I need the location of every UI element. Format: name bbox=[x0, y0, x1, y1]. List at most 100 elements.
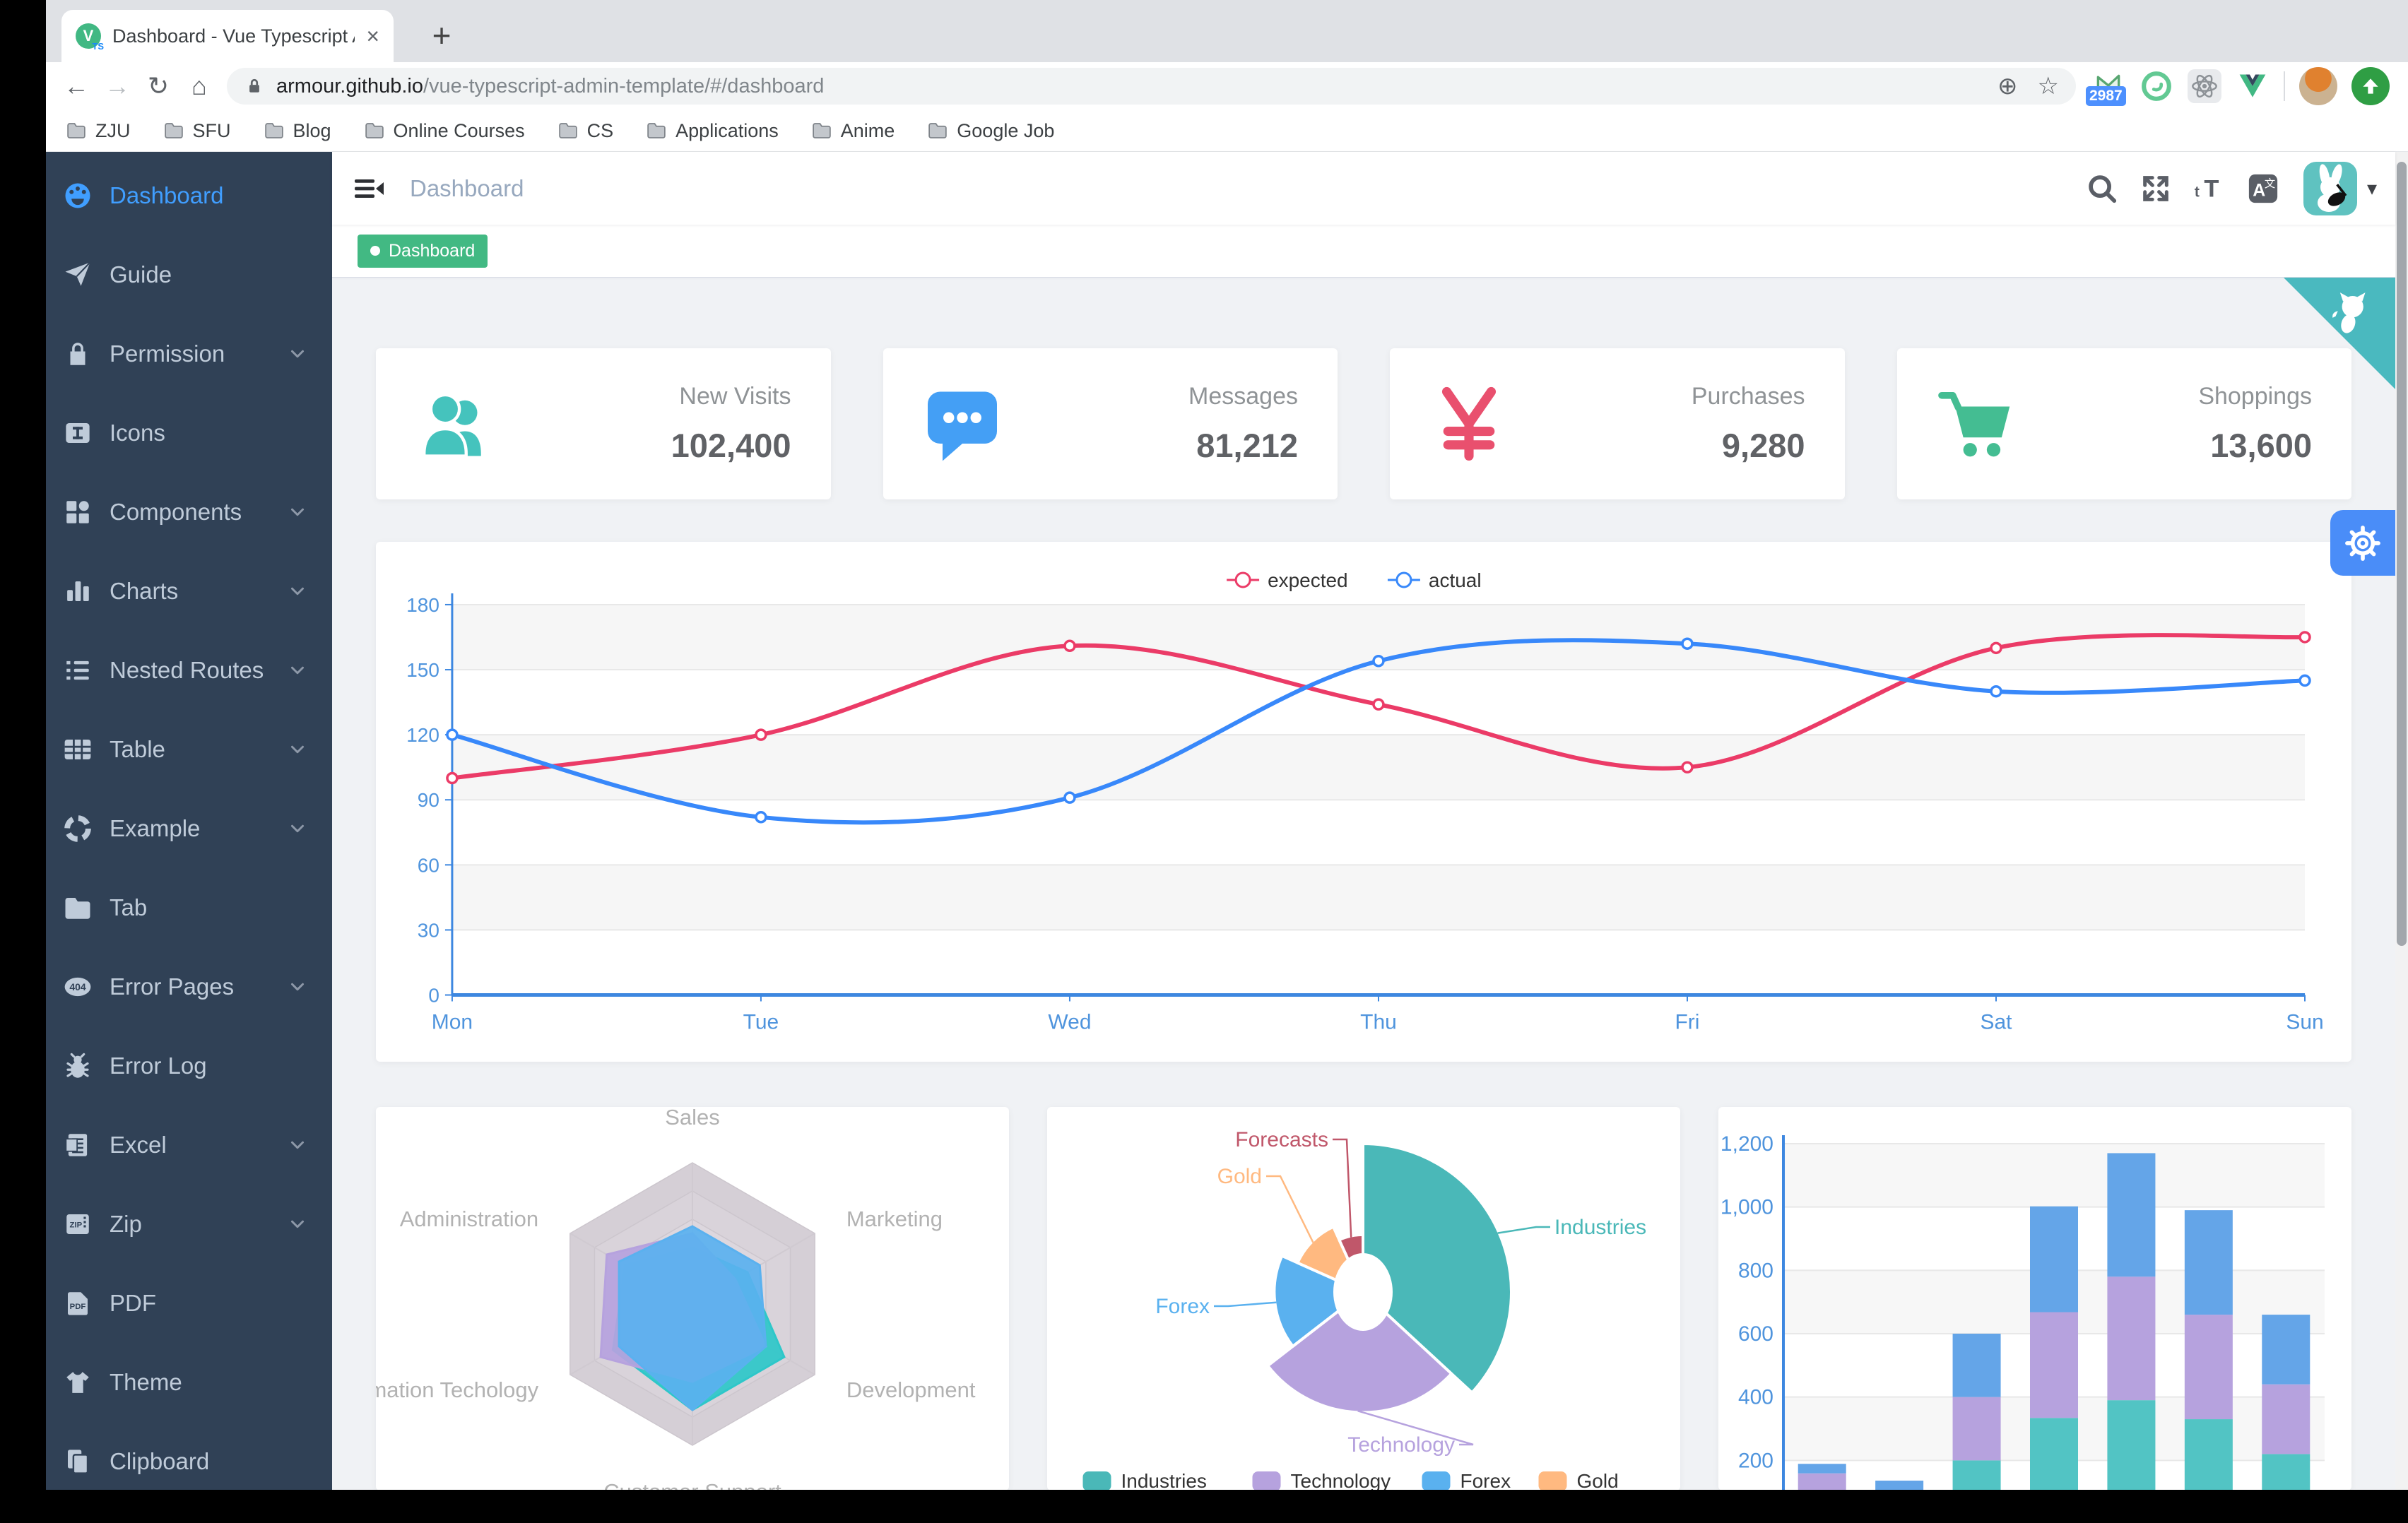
sidebar-item-components[interactable]: Components bbox=[46, 473, 332, 552]
svg-text:800: 800 bbox=[1738, 1259, 1773, 1282]
home-icon[interactable]: ⌂ bbox=[191, 71, 207, 100]
svg-text:Industries: Industries bbox=[1121, 1470, 1207, 1490]
bookmark-blog[interactable]: Blog bbox=[264, 120, 331, 142]
extension-badge: 2987 bbox=[2086, 86, 2126, 106]
bookmark-cs[interactable]: CS bbox=[557, 120, 613, 142]
settings-button[interactable] bbox=[2330, 510, 2395, 576]
guide-icon bbox=[63, 260, 93, 290]
hamburger-icon[interactable] bbox=[332, 172, 391, 206]
sidebar-item-excel[interactable]: Excel bbox=[46, 1106, 332, 1185]
bookmark-zju[interactable]: ZJU bbox=[66, 120, 131, 142]
visits-line-chart: 0 30 60 90 120 150 180 Mon Tue Wed Thu Fri Sat Sun exp… bbox=[406, 569, 2323, 1034]
extension-vue-icon[interactable] bbox=[2236, 69, 2270, 103]
sidebar-item-theme[interactable]: Theme bbox=[46, 1343, 332, 1422]
sidebar-item-permission[interactable]: Permission bbox=[46, 314, 332, 393]
bookmark-online-courses[interactable]: Online Courses bbox=[364, 120, 525, 142]
back-icon[interactable]: ← bbox=[64, 71, 89, 100]
radar-axis-label: Sales bbox=[665, 1107, 720, 1130]
bookmark-anime[interactable]: Anime bbox=[811, 120, 895, 142]
sidebar-item-pdf[interactable]: PDF bbox=[46, 1264, 332, 1343]
bar-segment bbox=[1875, 1481, 1924, 1490]
svg-text:60: 60 bbox=[418, 854, 439, 876]
font-size-icon[interactable] bbox=[2193, 172, 2226, 205]
bookmark-google-job[interactable]: Google Job bbox=[927, 120, 1054, 142]
bar-segment bbox=[2262, 1384, 2310, 1454]
sidebar-item-zip[interactable]: Zip bbox=[46, 1185, 332, 1264]
github-corner-link[interactable] bbox=[2284, 278, 2395, 389]
sidebar-item-label: Tab bbox=[110, 894, 148, 920]
legend-item-expected[interactable]: expected bbox=[1227, 569, 1348, 591]
sidebar-item-nested-routes[interactable]: Nested Routes bbox=[46, 631, 332, 710]
bookmark-label: Blog bbox=[293, 119, 331, 141]
bookmark-applications[interactable]: Applications bbox=[646, 120, 779, 142]
extension-react-icon[interactable] bbox=[2188, 69, 2221, 103]
svg-text:Wed: Wed bbox=[1048, 1011, 1091, 1034]
pie-chart-card: Industries Technology Forex Gold Forecasts In… bbox=[1047, 1107, 1680, 1490]
sidebar-item-label: Theme bbox=[110, 1369, 182, 1395]
svg-text:1,000: 1,000 bbox=[1721, 1196, 1773, 1219]
svg-text:expected: expected bbox=[1268, 569, 1348, 591]
dashboard-icon bbox=[63, 181, 93, 211]
stat-label: Purchases bbox=[1691, 383, 1805, 410]
legend-item-actual[interactable]: actual bbox=[1387, 569, 1482, 591]
chrome-profile-avatar[interactable] bbox=[2299, 67, 2337, 105]
svg-text:400: 400 bbox=[1738, 1386, 1773, 1409]
url-bar: ← → ↻ ⌂ armour.github.io/vue-typescript-… bbox=[46, 62, 2408, 110]
chevron-down-icon[interactable]: ▾ bbox=[2366, 177, 2377, 199]
zip-icon bbox=[63, 1209, 93, 1239]
svg-text:Mon: Mon bbox=[432, 1011, 473, 1034]
sidebar: Dashboard Guide Permission Icons Components C… bbox=[46, 152, 332, 1490]
search-icon[interactable] bbox=[2086, 172, 2118, 205]
chevron-down-icon bbox=[287, 343, 308, 365]
sidebar-item-tab[interactable]: Tab bbox=[46, 868, 332, 947]
address-input[interactable]: armour.github.io/vue-typescript-admin-te… bbox=[227, 68, 2076, 105]
bookmark-sfu[interactable]: SFU bbox=[163, 120, 231, 142]
sidebar-item-dashboard[interactable]: Dashboard bbox=[46, 156, 332, 235]
pie-legend-gold[interactable]: Gold bbox=[1538, 1470, 1619, 1490]
sidebar-item-clipboard[interactable]: Clipboard bbox=[46, 1422, 332, 1490]
sidebar-item-charts[interactable]: Charts bbox=[46, 552, 332, 631]
tag-dashboard[interactable]: Dashboard bbox=[358, 234, 488, 268]
circle-plus-icon[interactable]: ⊕ bbox=[1997, 73, 2018, 100]
bar-segment bbox=[1798, 1464, 1846, 1474]
chevron-down-icon bbox=[287, 739, 308, 760]
pie-legend-industries[interactable]: Industries bbox=[1082, 1470, 1207, 1490]
radar-chart-card: Sales Marketing Development Customer Suppor… bbox=[376, 1107, 1009, 1490]
forward-icon[interactable]: → bbox=[105, 71, 130, 100]
icons-icon bbox=[63, 418, 93, 448]
sidebar-item-icons[interactable]: Icons bbox=[46, 393, 332, 473]
pie-legend-technology[interactable]: Technology bbox=[1252, 1470, 1391, 1490]
folder-icon bbox=[163, 120, 184, 141]
stat-value: 13,600 bbox=[2210, 427, 2312, 464]
sales-pie-chart: IndustriesTechnologyForexGoldForecastsIn… bbox=[1082, 1128, 1646, 1490]
extension-mail-icon[interactable]: 2987 bbox=[2086, 69, 2126, 106]
error-log-icon bbox=[63, 1051, 93, 1081]
sidebar-item-error-pages[interactable]: Error Pages bbox=[46, 947, 332, 1026]
radar-axis-label: Administration bbox=[400, 1207, 538, 1231]
folder-icon bbox=[927, 120, 948, 141]
user-avatar[interactable] bbox=[2303, 161, 2357, 215]
sidebar-item-error-log[interactable]: Error Log bbox=[46, 1026, 332, 1106]
browser-window: V TS Dashboard - Vue Typescript Ad × + ← … bbox=[46, 0, 2408, 1490]
fullscreen-icon[interactable] bbox=[2140, 172, 2172, 205]
extension-ring-icon[interactable] bbox=[2140, 69, 2173, 103]
close-tab-icon[interactable]: × bbox=[366, 23, 379, 49]
pie-slice-technology[interactable] bbox=[1266, 1291, 1453, 1414]
translate-icon[interactable] bbox=[2247, 172, 2279, 205]
pie-legend-forex[interactable]: Forex bbox=[1422, 1470, 1511, 1490]
browser-tab[interactable]: V TS Dashboard - Vue Typescript Ad × bbox=[61, 10, 394, 62]
sidebar-item-label: Error Pages bbox=[110, 973, 235, 1000]
tab-strip: V TS Dashboard - Vue Typescript Ad × + bbox=[46, 0, 2408, 62]
stat-label: Shoppings bbox=[2198, 383, 2312, 410]
chrome-update-button[interactable] bbox=[2351, 67, 2390, 105]
main-area: Dashboard ▾ Dashboard bbox=[332, 152, 2395, 1490]
scrollbar-thumb[interactable] bbox=[2397, 162, 2407, 946]
reload-icon[interactable]: ↻ bbox=[147, 71, 170, 100]
sidebar-item-label: Table bbox=[110, 736, 165, 762]
sidebar-item-example[interactable]: Example bbox=[46, 789, 332, 868]
bookmark-star-icon[interactable]: ☆ bbox=[2037, 73, 2059, 100]
new-tab-button[interactable]: + bbox=[432, 17, 452, 54]
sidebar-item-guide[interactable]: Guide bbox=[46, 235, 332, 314]
sidebar-item-table[interactable]: Table bbox=[46, 710, 332, 789]
components-icon bbox=[63, 497, 93, 527]
